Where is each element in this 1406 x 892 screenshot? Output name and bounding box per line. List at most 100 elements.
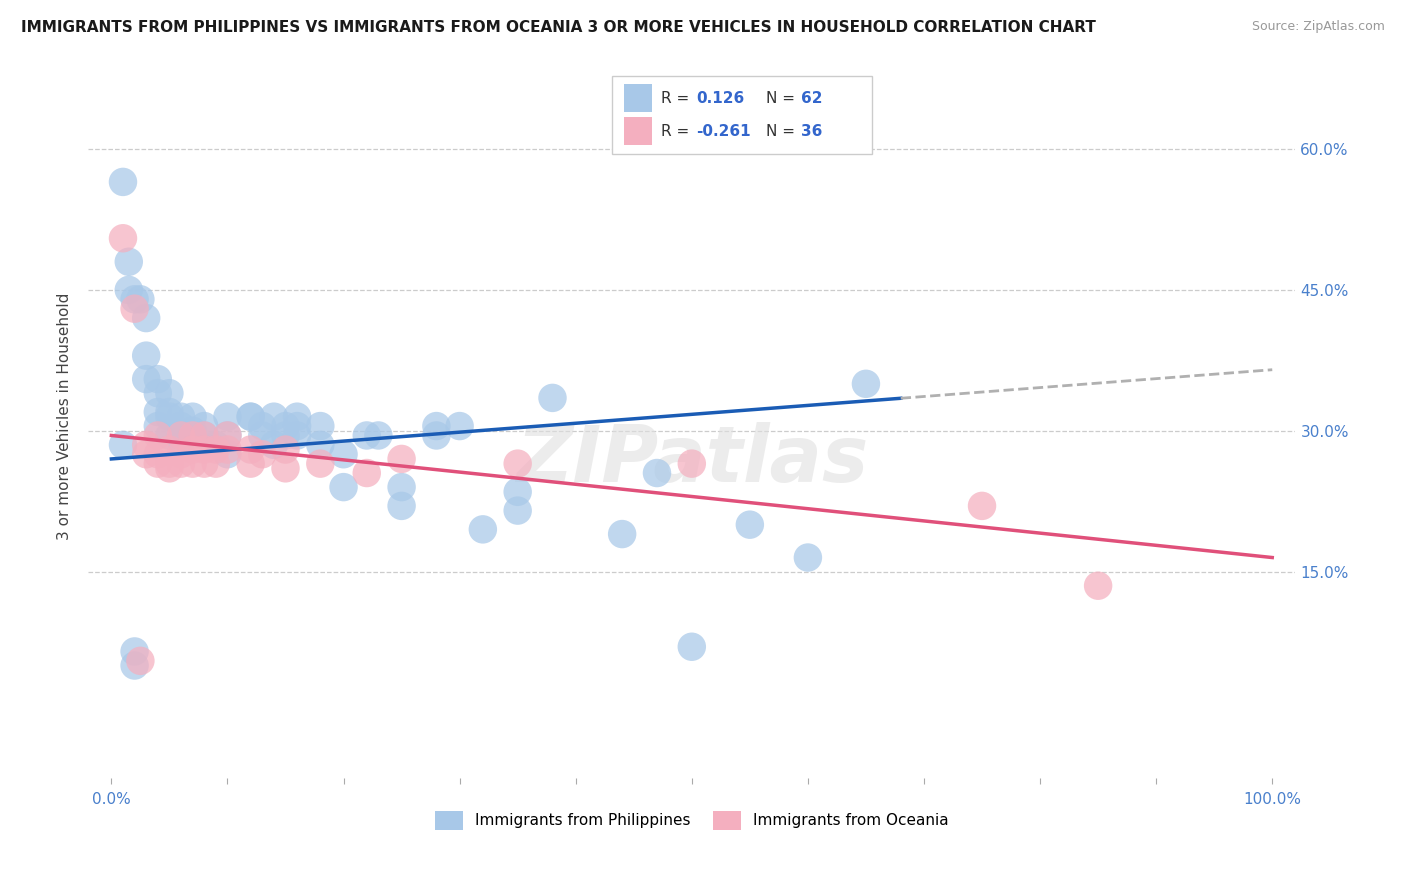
Point: [181, 457, 204, 471]
Point: [471, 522, 494, 536]
Point: [391, 480, 413, 494]
Point: [263, 438, 285, 452]
Point: [181, 428, 204, 442]
Point: [356, 466, 378, 480]
Point: [170, 447, 193, 461]
Point: [111, 231, 134, 245]
Point: [181, 424, 204, 438]
Point: [449, 419, 471, 434]
Point: [146, 447, 169, 461]
Point: [157, 457, 180, 471]
Point: [205, 442, 228, 457]
Legend: Immigrants from Philippines, Immigrants from Oceania: Immigrants from Philippines, Immigrants …: [429, 805, 955, 836]
Point: [193, 442, 215, 457]
Point: [135, 438, 157, 452]
Point: [193, 428, 215, 442]
Point: [309, 438, 332, 452]
Point: [645, 466, 668, 480]
Point: [146, 405, 169, 419]
Point: [170, 433, 193, 447]
Text: 0.126: 0.126: [696, 91, 744, 105]
Point: [252, 419, 274, 434]
Point: [170, 428, 193, 442]
Point: [309, 457, 332, 471]
Point: [797, 550, 820, 565]
Point: [146, 386, 169, 401]
Point: [111, 438, 134, 452]
Point: [170, 419, 193, 434]
Point: [541, 391, 564, 405]
Point: [252, 447, 274, 461]
Point: [135, 311, 157, 326]
Point: [181, 409, 204, 424]
Point: [506, 457, 529, 471]
Point: [274, 461, 297, 475]
Point: [135, 372, 157, 386]
Point: [124, 293, 146, 307]
Point: [157, 405, 180, 419]
Point: [124, 658, 146, 673]
Point: [193, 419, 215, 434]
Text: ZIPatlas: ZIPatlas: [516, 422, 868, 498]
Point: [193, 428, 215, 442]
Point: [356, 428, 378, 442]
Point: [170, 409, 193, 424]
Point: [285, 409, 308, 424]
Point: [157, 409, 180, 424]
Point: [135, 349, 157, 363]
Text: N =: N =: [766, 91, 800, 105]
Point: [217, 428, 239, 442]
Point: [217, 447, 239, 461]
Text: R =: R =: [661, 124, 695, 138]
Point: [425, 428, 447, 442]
Point: [239, 409, 262, 424]
Point: [217, 409, 239, 424]
Point: [252, 428, 274, 442]
Point: [118, 283, 141, 297]
Point: [263, 409, 285, 424]
Text: N =: N =: [766, 124, 800, 138]
Point: [239, 409, 262, 424]
Text: Source: ZipAtlas.com: Source: ZipAtlas.com: [1251, 20, 1385, 33]
Text: R =: R =: [661, 91, 695, 105]
Point: [129, 654, 152, 668]
Point: [506, 503, 529, 517]
Point: [205, 438, 228, 452]
Point: [157, 428, 180, 442]
Point: [274, 428, 297, 442]
Point: [157, 442, 180, 457]
Point: [970, 499, 993, 513]
Point: [239, 442, 262, 457]
Point: [332, 480, 354, 494]
Point: [332, 447, 354, 461]
Point: [738, 517, 761, 532]
Point: [681, 457, 703, 471]
Point: [274, 419, 297, 434]
Text: 62: 62: [801, 91, 823, 105]
Point: [855, 376, 877, 391]
Point: [285, 428, 308, 442]
Point: [157, 386, 180, 401]
Point: [506, 484, 529, 499]
Text: IMMIGRANTS FROM PHILIPPINES VS IMMIGRANTS FROM OCEANIA 3 OR MORE VEHICLES IN HOU: IMMIGRANTS FROM PHILIPPINES VS IMMIGRANT…: [21, 20, 1095, 35]
Point: [146, 419, 169, 434]
Point: [205, 457, 228, 471]
Point: [425, 419, 447, 434]
Point: [391, 452, 413, 467]
Point: [239, 457, 262, 471]
Point: [285, 419, 308, 434]
Point: [124, 644, 146, 658]
Point: [146, 372, 169, 386]
Point: [170, 457, 193, 471]
Point: [217, 428, 239, 442]
Point: [681, 640, 703, 654]
Point: [274, 442, 297, 457]
Point: [111, 175, 134, 189]
Point: [124, 301, 146, 316]
Point: [367, 428, 389, 442]
Point: [309, 419, 332, 434]
Point: [129, 293, 152, 307]
Point: [193, 457, 215, 471]
Point: [181, 442, 204, 457]
Point: [610, 527, 633, 541]
